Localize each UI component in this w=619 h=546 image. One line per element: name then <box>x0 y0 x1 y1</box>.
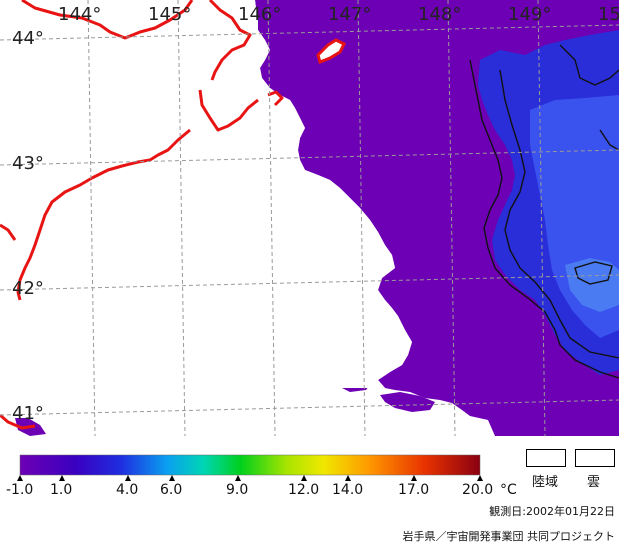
scale-unit: °C <box>500 482 517 498</box>
island-kunashiri <box>316 38 347 65</box>
lon-label-148: 148° <box>418 4 461 25</box>
lon-label-146: 146° <box>238 4 281 25</box>
colorbar <box>19 454 481 476</box>
cloud-label: 雲 <box>587 475 601 490</box>
cloud-swatch <box>575 449 615 467</box>
isotherm-contours <box>469 44 619 379</box>
scale-label-4: 4.0 <box>116 482 138 498</box>
lon-label-144: 144° <box>58 4 101 25</box>
scale-label-neg1: -1.0 <box>6 482 33 498</box>
scale-label-20: 20.0 <box>462 482 493 498</box>
sea-surface-warm-spot <box>565 258 619 312</box>
coastline <box>0 0 284 430</box>
credit-line: 岩手県／宇宙開発事業団 共同プロジェクト <box>402 530 616 543</box>
scale-label-17: 17.0 <box>398 482 429 498</box>
colorbar-ticks <box>17 475 483 481</box>
lat-label-44: 44° <box>12 28 44 49</box>
lat-label-43: 43° <box>12 153 44 174</box>
land-hokkaido <box>0 0 412 388</box>
sea-patch-bottom-2 <box>380 392 435 412</box>
scale-label-9: 9.0 <box>226 482 248 498</box>
color-scale: -1.0 1.0 4.0 6.0 9.0 12.0 14.0 17.0 20.0… <box>6 454 517 498</box>
lat-label-41: 41° <box>12 403 44 424</box>
scale-label-14: 14.0 <box>332 482 363 498</box>
lon-label-149: 149° <box>508 4 551 25</box>
lon-label-150: 15 <box>598 4 619 25</box>
lat-label-42: 42° <box>12 278 44 299</box>
legend-panel: -1.0 1.0 4.0 6.0 9.0 12.0 14.0 17.0 20.0… <box>0 436 619 546</box>
lon-label-147: 147° <box>328 4 371 25</box>
scale-label-12: 12.0 <box>288 482 319 498</box>
sst-map: 144° 145° 146° 147° 148° 149° 15 44° 43°… <box>0 0 619 436</box>
scale-label-1: 1.0 <box>50 482 72 498</box>
land-swatch <box>526 449 566 467</box>
scale-label-6: 6.0 <box>160 482 182 498</box>
graticule <box>0 0 619 436</box>
observation-date: 観測日:2002年01月22日 <box>489 505 615 518</box>
lon-label-145: 145° <box>148 4 191 25</box>
land-label: 陸域 <box>532 475 559 490</box>
